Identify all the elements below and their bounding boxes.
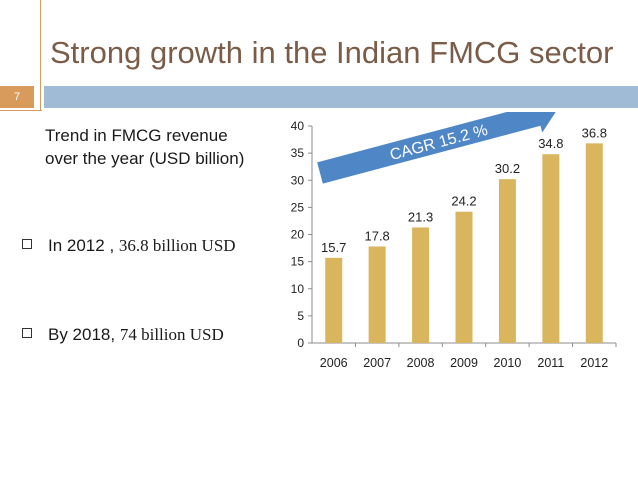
data-label-2006: 15.7 (321, 240, 346, 255)
bullet-2012-value: 36.8 billion USD (118, 236, 236, 255)
bar-2008 (412, 227, 430, 343)
data-label-2009: 24.2 (451, 194, 476, 209)
bar-2010 (498, 179, 516, 343)
y-tick-label: 30 (291, 173, 305, 187)
bullet-2012-prefix: In 2012 , (48, 236, 115, 255)
bar-2006 (325, 257, 343, 343)
bullet-square-icon (22, 328, 32, 338)
y-tick-label: 15 (291, 255, 305, 269)
bullet-2018-prefix: By 2018, (48, 325, 116, 344)
title-bar (44, 86, 638, 108)
bar-2007 (368, 246, 386, 343)
fmcg-revenue-chart: 0 5 10 15 20 25 30 35 40 15.7 2006 17.8 2007 21.3 2008… (291, 112, 617, 370)
x-tick-label-2009: 2009 (450, 356, 478, 370)
data-label-2011: 34.8 (538, 136, 563, 151)
x-tick-label-2007: 2007 (363, 356, 391, 370)
bullet-2012-text: In 2012 , 36.8 billion USD (48, 234, 269, 258)
data-label-2012: 36.8 (582, 125, 607, 140)
y-tick-label: 25 (291, 200, 305, 214)
data-label-2007: 17.8 (364, 228, 389, 243)
x-tick-label-2011: 2011 (537, 356, 564, 370)
trend-description: Trend in FMCG revenue over the year (USD… (45, 126, 245, 168)
y-tick-label: 20 (291, 228, 305, 242)
bullet-square-icon (22, 239, 32, 249)
data-label-2008: 21.3 (408, 209, 433, 224)
slide-number: 7 (0, 86, 34, 108)
y-tick-label: 40 (291, 119, 305, 133)
bullet-2018-value: 74 billion USD (119, 325, 224, 344)
bullet-2018-text: By 2018, 74 billion USD (48, 323, 224, 347)
bar-2009 (455, 211, 473, 343)
y-tick-label: 0 (297, 336, 304, 350)
cagr-arrow-shape (317, 112, 557, 184)
bar-2012 (585, 143, 603, 343)
slide-number-line-horizontal (0, 110, 42, 111)
y-tick-label: 35 (291, 146, 305, 160)
x-tick-label-2010: 2010 (494, 356, 522, 370)
y-tick-label: 5 (297, 309, 304, 323)
slide-title: Strong growth in the Indian FMCG sector (50, 35, 614, 70)
data-label-2010: 30.2 (495, 161, 520, 176)
x-tick-label-2006: 2006 (320, 356, 348, 370)
bar-2011 (542, 154, 560, 343)
x-tick-label-2012: 2012 (580, 356, 608, 370)
cagr-arrow: CAGR 15.2 % (317, 112, 557, 184)
x-tick-label-2008: 2008 (407, 356, 435, 370)
slide-number-line-vertical (40, 0, 41, 110)
y-tick-label: 10 (291, 282, 305, 296)
